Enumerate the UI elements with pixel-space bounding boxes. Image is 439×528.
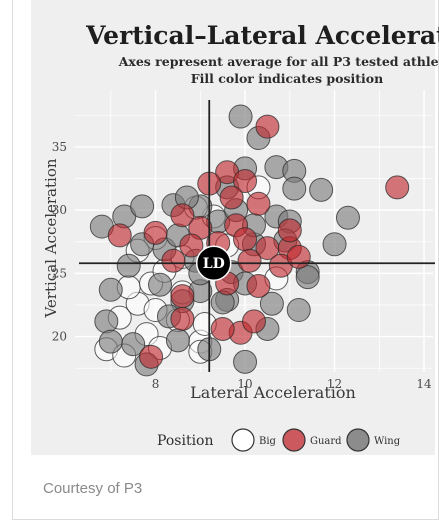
- point-wing: [286, 298, 311, 323]
- legend-swatch-guard: [282, 428, 306, 452]
- legend-swatch-wing: [346, 428, 370, 452]
- x-axis-label: Lateral Acceleration: [190, 383, 356, 402]
- point-guard: [233, 227, 258, 252]
- point-guard: [179, 233, 204, 258]
- point-guard: [233, 169, 258, 194]
- image-caption: Courtesy of P3: [43, 480, 143, 497]
- axis-ticks: 8 10 12 14 20 25 30 35: [52, 140, 432, 391]
- data-points: [89, 104, 410, 377]
- point-guard: [170, 284, 195, 309]
- point-wing: [335, 205, 360, 230]
- point-wing: [322, 232, 347, 257]
- point-guard: [107, 223, 132, 248]
- legend-title: Position: [157, 433, 214, 449]
- legend: Position Big Guard Wing: [157, 428, 401, 452]
- point-wing: [282, 176, 307, 201]
- point-wing: [130, 194, 155, 219]
- y-tick-label: 25: [52, 266, 67, 280]
- point-wing: [165, 328, 190, 353]
- point-guard: [219, 185, 244, 210]
- highlight-athlete: LD: [195, 245, 232, 281]
- point-wing: [98, 277, 123, 302]
- y-tick-label: 35: [52, 140, 67, 154]
- point-wing: [295, 265, 320, 290]
- average-lines: [79, 100, 435, 372]
- y-axis-label: Vertical Acceleration: [42, 158, 60, 318]
- point-guard: [246, 274, 271, 299]
- point-wing: [259, 291, 284, 316]
- point-guard: [286, 244, 311, 269]
- chart-card: 8 10 12 14 20 25 30 35 LD Vertical–Lateral Acce…: [12, 0, 439, 520]
- point-guard: [139, 344, 164, 369]
- y-tick-label: 30: [52, 203, 67, 217]
- point-guard: [237, 248, 262, 273]
- legend-label-wing: Wing: [374, 436, 401, 447]
- scatter-chart: 8 10 12 14 20 25 30 35 LD Vertical–Lateral Acce…: [31, 0, 439, 455]
- point-guard: [242, 309, 266, 334]
- x-tick-label: 12: [327, 377, 342, 391]
- highlight-marker: [195, 245, 232, 281]
- chart-subtitle-2: Fill color indicates position: [191, 71, 383, 86]
- point-guard: [170, 203, 195, 228]
- point-guard: [161, 248, 186, 273]
- point-guard: [210, 317, 235, 342]
- point-wing: [98, 329, 123, 354]
- point-wing: [309, 177, 334, 202]
- point-guard: [170, 306, 195, 331]
- x-tick-label: 8: [152, 377, 160, 391]
- x-tick-label: 14: [416, 377, 432, 391]
- highlight-label: LD: [203, 256, 225, 272]
- point-wing: [116, 253, 141, 278]
- point-wing: [228, 104, 253, 129]
- legend-label-big: Big: [259, 436, 277, 447]
- point-guard: [255, 114, 280, 139]
- point-wing: [233, 349, 258, 374]
- point-guard: [385, 175, 410, 200]
- point-wing: [94, 309, 119, 334]
- point-guard: [143, 220, 168, 245]
- chart-subtitle: Axes represent average for all P3 tested…: [118, 54, 439, 69]
- point-guard: [277, 218, 302, 243]
- point-wing: [148, 272, 173, 297]
- legend-label-guard: Guard: [310, 436, 342, 447]
- y-tick-label: 20: [52, 330, 67, 344]
- legend-swatch-big: [231, 428, 255, 452]
- chart-title: Vertical–Lateral Acceleration: [85, 21, 439, 50]
- x-tick-label: 10: [237, 377, 252, 391]
- point-guard: [246, 191, 271, 216]
